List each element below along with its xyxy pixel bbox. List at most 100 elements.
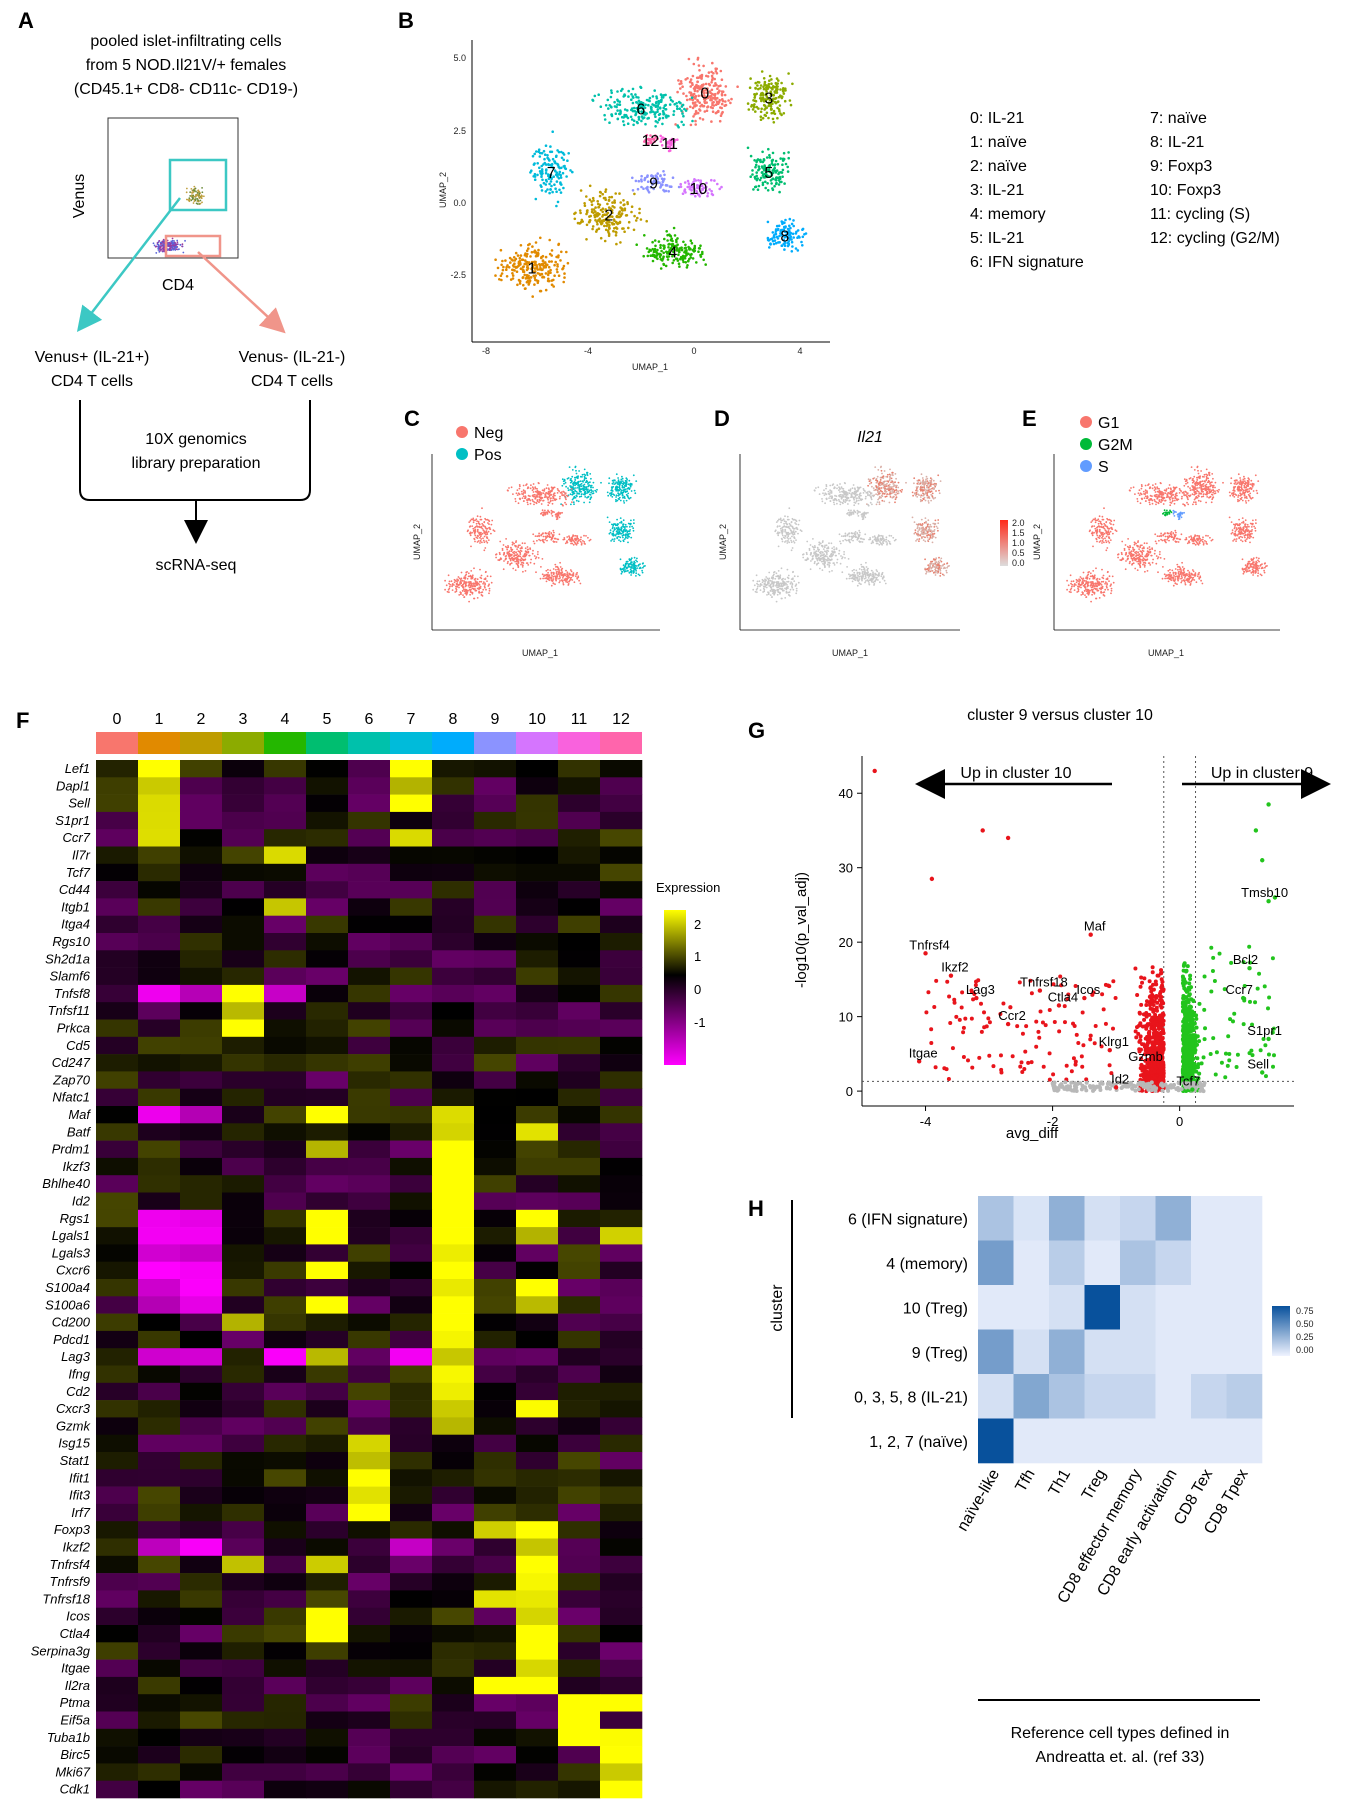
umap-point	[660, 183, 663, 186]
umap-point	[764, 93, 768, 97]
umap-point	[786, 568, 789, 571]
umap-point	[681, 112, 684, 115]
umap-point	[818, 543, 821, 546]
umap-point	[459, 591, 462, 594]
flow-dot	[170, 240, 173, 243]
umap-point	[626, 122, 630, 125]
umap-point	[574, 476, 576, 479]
umap-point	[766, 86, 769, 89]
umap-point	[769, 586, 772, 589]
umap-point	[604, 208, 607, 211]
umap-point	[897, 492, 900, 495]
umap-point	[610, 486, 613, 488]
umap-point	[607, 494, 610, 497]
umap-point	[554, 498, 557, 501]
umap-point	[653, 89, 656, 92]
umap-point	[765, 84, 768, 87]
umap-point	[575, 469, 577, 472]
flow-dot	[196, 200, 199, 203]
umap-point	[624, 523, 627, 526]
umap-point	[500, 558, 503, 560]
umap-point	[610, 540, 612, 542]
umap-point	[768, 175, 771, 178]
umap-point	[689, 105, 692, 109]
flow-plot-frame	[107, 117, 239, 259]
umap-point	[542, 499, 544, 502]
umap-point	[777, 179, 781, 182]
umap-point	[656, 172, 659, 175]
umap-point	[927, 482, 930, 484]
umap-point	[552, 568, 555, 570]
umap-point	[677, 100, 681, 104]
umap-point	[720, 90, 724, 93]
umap-point	[483, 549, 486, 552]
umap-point	[773, 573, 775, 576]
umap-point	[885, 485, 888, 488]
umap-point	[685, 249, 688, 252]
umap-point	[865, 577, 867, 579]
umap-point	[525, 249, 529, 252]
umap-point	[625, 481, 628, 484]
flow-dot	[193, 200, 196, 203]
umap-point	[628, 563, 630, 565]
umap-point	[606, 229, 610, 232]
umap-point	[534, 254, 538, 258]
umap-point	[598, 190, 602, 194]
umap-point	[855, 569, 858, 572]
umap-point	[533, 542, 536, 545]
umap-point	[568, 535, 570, 538]
umap-point	[523, 253, 527, 257]
umap-point	[623, 526, 626, 529]
umap-point	[573, 503, 575, 506]
umap-point	[780, 585, 783, 588]
umap-point	[771, 169, 775, 172]
umap-point	[768, 156, 772, 159]
umap-point	[651, 95, 655, 98]
umap-point	[894, 501, 896, 504]
umap-point	[538, 289, 542, 293]
umap-point	[531, 263, 535, 267]
umap-point	[628, 526, 631, 528]
umap-point	[572, 543, 575, 546]
umap-point	[536, 496, 539, 498]
umap-point	[563, 482, 565, 485]
umap-point	[880, 487, 883, 489]
umap-point	[657, 240, 661, 243]
umap-point	[708, 83, 712, 87]
umap-point	[593, 215, 597, 219]
umap-point	[610, 89, 613, 92]
umap-point	[841, 556, 844, 558]
umap-point	[535, 490, 537, 493]
umap-point	[710, 74, 714, 78]
umap-point	[767, 578, 770, 581]
umap-point	[678, 247, 681, 250]
umap-point	[895, 477, 897, 480]
umap-point	[539, 539, 542, 542]
umap-point	[573, 581, 576, 584]
umap-point	[704, 97, 708, 100]
umap-point	[535, 266, 539, 270]
flow-dot	[172, 248, 175, 251]
umap-point	[578, 470, 580, 472]
umap-point	[821, 551, 824, 554]
umap-point	[465, 573, 468, 576]
cluster-legend-item: 10: Foxp3	[1150, 182, 1221, 199]
flow-dot	[169, 247, 172, 250]
umap-point	[594, 206, 597, 209]
umap-point	[480, 531, 482, 534]
umap-point	[494, 274, 497, 277]
umap-point	[622, 539, 625, 542]
umap-point	[554, 563, 557, 566]
umap-point	[518, 497, 521, 500]
umap-point	[619, 201, 622, 204]
umap-point	[724, 103, 728, 107]
umap-point	[796, 249, 800, 252]
umap-point	[874, 580, 876, 583]
umap-point	[473, 537, 476, 540]
umap-point	[579, 582, 582, 585]
umap-point	[849, 575, 851, 578]
umap-point	[553, 541, 555, 543]
umap-point	[765, 576, 768, 578]
flow-dot	[196, 191, 199, 194]
umap-point	[697, 179, 700, 182]
